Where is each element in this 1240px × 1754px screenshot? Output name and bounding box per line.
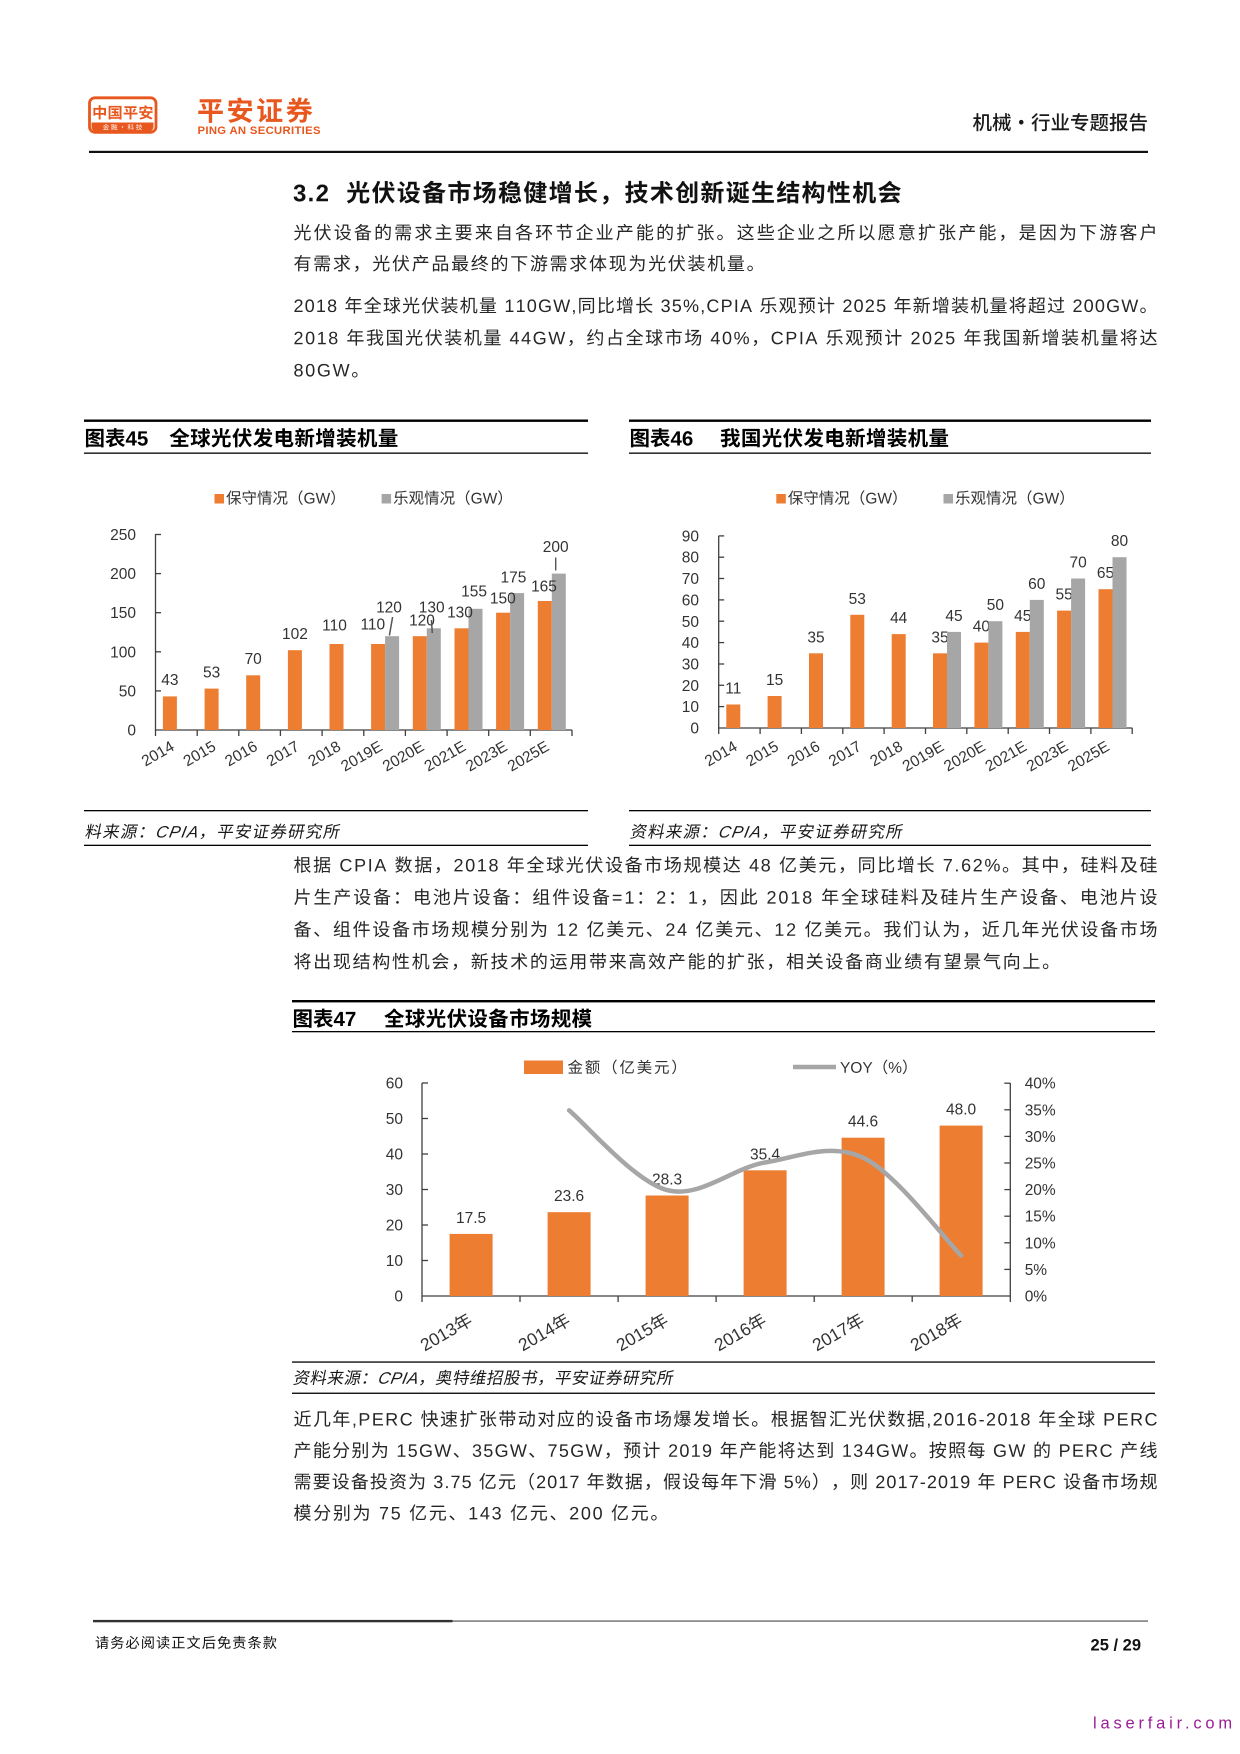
svg-text:35: 35 bbox=[807, 629, 824, 646]
svg-text:120: 120 bbox=[409, 613, 435, 630]
svg-text:10: 10 bbox=[682, 699, 700, 716]
svg-text:150: 150 bbox=[110, 605, 136, 622]
svg-text:50: 50 bbox=[119, 683, 137, 700]
svg-text:0: 0 bbox=[127, 723, 136, 740]
svg-text:0%: 0% bbox=[1025, 1289, 1048, 1306]
svg-text:43: 43 bbox=[161, 672, 178, 689]
svg-text:25%: 25% bbox=[1025, 1156, 1056, 1173]
svg-text:20%: 20% bbox=[1025, 1182, 1056, 1199]
svg-text:45: 45 bbox=[1014, 608, 1031, 625]
svg-text:70: 70 bbox=[682, 571, 700, 588]
svg-text:40: 40 bbox=[973, 619, 991, 636]
svg-text:10: 10 bbox=[386, 1253, 404, 1270]
svg-text:150: 150 bbox=[490, 591, 516, 608]
svg-text:23.6: 23.6 bbox=[554, 1188, 584, 1205]
svg-text:45: 45 bbox=[945, 608, 962, 625]
svg-text:30%: 30% bbox=[1025, 1129, 1056, 1146]
svg-text:120: 120 bbox=[376, 599, 402, 616]
svg-text:35: 35 bbox=[931, 629, 948, 646]
svg-text:60: 60 bbox=[682, 592, 700, 609]
svg-text:110: 110 bbox=[360, 617, 385, 634]
svg-text:53: 53 bbox=[203, 664, 220, 681]
svg-text:250: 250 bbox=[110, 527, 136, 544]
svg-text:130: 130 bbox=[419, 599, 445, 616]
svg-text:60: 60 bbox=[386, 1076, 404, 1093]
svg-text:53: 53 bbox=[849, 591, 866, 608]
svg-text:110: 110 bbox=[322, 618, 347, 635]
svg-text:0: 0 bbox=[690, 721, 699, 738]
svg-text:40: 40 bbox=[386, 1147, 404, 1164]
svg-text:0: 0 bbox=[394, 1289, 403, 1306]
svg-text:15%: 15% bbox=[1025, 1209, 1056, 1226]
svg-text:5%: 5% bbox=[1025, 1262, 1048, 1279]
svg-text:50: 50 bbox=[987, 597, 1005, 614]
svg-text:35%: 35% bbox=[1025, 1102, 1056, 1119]
svg-text:70: 70 bbox=[245, 651, 263, 668]
svg-text:20: 20 bbox=[386, 1218, 404, 1235]
svg-text:55: 55 bbox=[1055, 587, 1072, 604]
svg-text:48.0: 48.0 bbox=[946, 1102, 977, 1119]
svg-text:50: 50 bbox=[386, 1111, 404, 1128]
svg-text:15: 15 bbox=[766, 672, 783, 689]
svg-text:165: 165 bbox=[531, 578, 557, 595]
svg-text:65: 65 bbox=[1097, 565, 1114, 582]
svg-text:44.6: 44.6 bbox=[848, 1114, 878, 1131]
svg-text:200: 200 bbox=[543, 539, 569, 556]
svg-text:90: 90 bbox=[682, 528, 700, 545]
svg-text:20: 20 bbox=[682, 678, 700, 695]
svg-text:10%: 10% bbox=[1025, 1235, 1056, 1252]
svg-text:40%: 40% bbox=[1025, 1076, 1056, 1093]
svg-text:102: 102 bbox=[282, 626, 308, 643]
svg-text:60: 60 bbox=[1028, 576, 1046, 593]
svg-text:PING AN SECURITIES: PING AN SECURITIES bbox=[198, 125, 321, 137]
svg-text:80: 80 bbox=[682, 550, 700, 567]
svg-text:11: 11 bbox=[725, 681, 741, 698]
svg-text:laserfair.com: laserfair.com bbox=[1093, 1715, 1236, 1733]
svg-text:80: 80 bbox=[1111, 533, 1129, 550]
svg-text:30: 30 bbox=[386, 1182, 404, 1199]
svg-text:25 / 29: 25 / 29 bbox=[1091, 1637, 1141, 1655]
svg-text:70: 70 bbox=[1069, 555, 1087, 572]
svg-text:175: 175 bbox=[500, 569, 526, 586]
svg-text:100: 100 bbox=[110, 644, 136, 661]
svg-text:28.3: 28.3 bbox=[652, 1172, 682, 1189]
svg-text:130: 130 bbox=[447, 605, 473, 622]
svg-text:50: 50 bbox=[682, 614, 700, 631]
svg-text:17.5: 17.5 bbox=[456, 1210, 486, 1227]
svg-text:200: 200 bbox=[110, 566, 136, 583]
svg-text:44: 44 bbox=[890, 610, 908, 627]
svg-text:155: 155 bbox=[461, 583, 487, 600]
svg-text:30: 30 bbox=[682, 657, 700, 674]
svg-text:40: 40 bbox=[682, 635, 700, 652]
